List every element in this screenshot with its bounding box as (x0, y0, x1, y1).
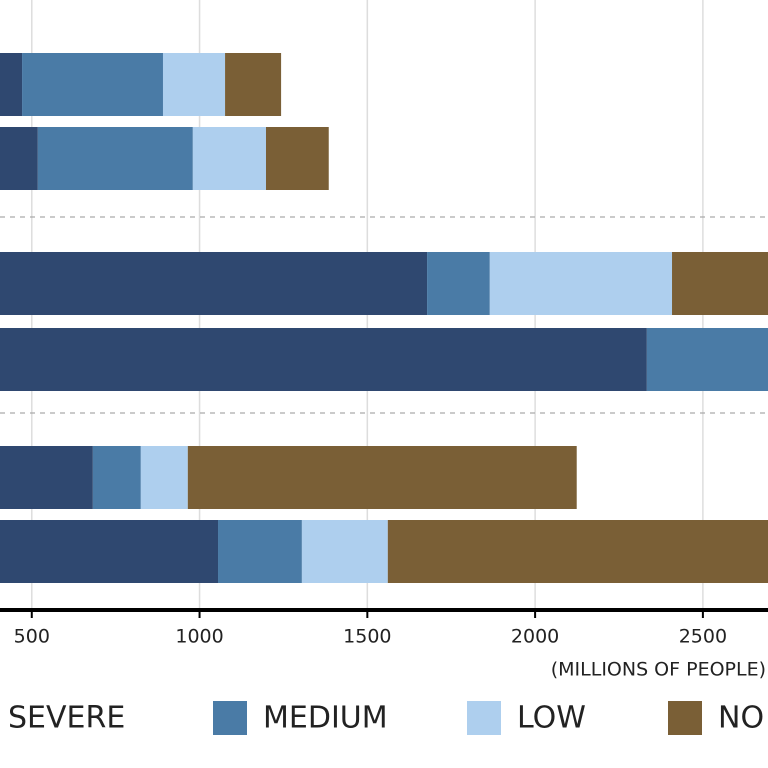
legend-label: SEVERE (8, 701, 125, 736)
legend-label: MEDIUM (263, 701, 388, 736)
bar-segment (0, 53, 23, 116)
bar-segment (22, 53, 163, 116)
legend-label: LOW (517, 701, 586, 736)
bar-segment (0, 328, 647, 391)
bar-segment (192, 127, 266, 190)
bar-segment (0, 446, 93, 509)
bar-segment (646, 328, 768, 391)
x-axis-label: (MILLIONS OF PEOPLE) (551, 659, 766, 681)
legend-swatch (467, 701, 501, 735)
bar-segment (225, 53, 282, 116)
bar-segment (301, 520, 388, 583)
legend-label: NO (718, 701, 764, 736)
bar-segment (489, 252, 673, 315)
bar-segment (92, 446, 141, 509)
legend-swatch (213, 701, 247, 735)
bar-segment (0, 252, 428, 315)
bar-segment (427, 252, 490, 315)
bar-segment (672, 252, 768, 315)
bar-segment (0, 127, 38, 190)
bar-segment (37, 127, 193, 190)
bar-segment (162, 53, 226, 116)
x-tick-label: 1500 (343, 626, 391, 648)
x-tick-label: 500 (14, 626, 50, 648)
bar-segment (265, 127, 329, 190)
bar-segment (187, 446, 577, 509)
x-tick-label: 2500 (679, 626, 727, 648)
x-tick-label: 1000 (175, 626, 223, 648)
legend-swatch (668, 701, 702, 735)
bar-segment (0, 520, 219, 583)
bar-segment (218, 520, 302, 583)
x-tick-label: 2000 (511, 626, 559, 648)
bar-segment (387, 520, 768, 583)
bar-segment (140, 446, 188, 509)
